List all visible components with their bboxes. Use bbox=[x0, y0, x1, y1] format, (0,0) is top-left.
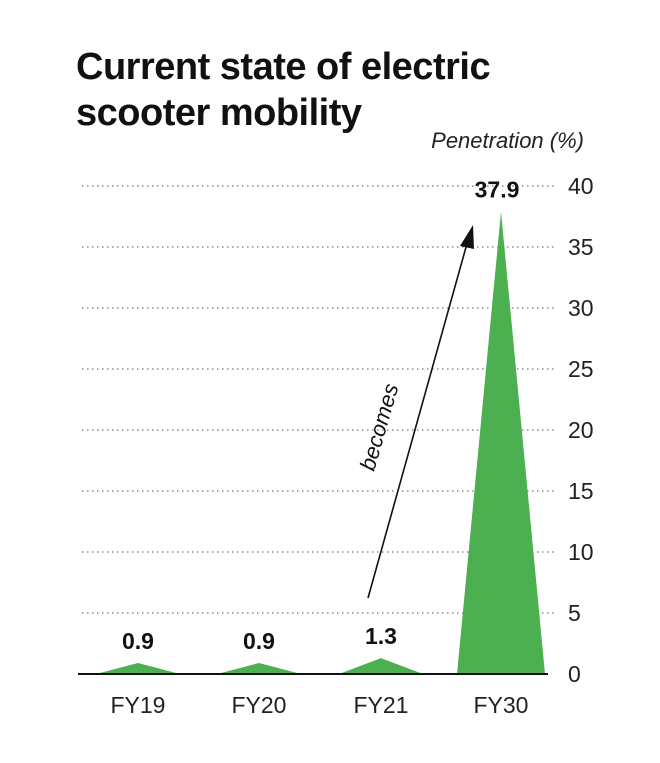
arrow-annotation: becomes bbox=[355, 381, 404, 474]
becomes-arrow: becomes bbox=[355, 225, 474, 599]
data-peak-fy19 bbox=[96, 663, 180, 674]
data-marks bbox=[96, 211, 545, 674]
x-axis-categories: FY19 FY20 FY21 FY30 bbox=[111, 692, 529, 718]
y-tick-label: 25 bbox=[568, 356, 594, 382]
y-axis-ticks: 0 5 10 15 20 25 30 35 40 bbox=[568, 173, 594, 687]
x-category-label: FY21 bbox=[354, 692, 409, 718]
x-category-label: FY30 bbox=[474, 692, 529, 718]
y-tick-label: 5 bbox=[568, 600, 581, 626]
chart-title: Current state of electric scooter mobili… bbox=[76, 44, 491, 136]
y-tick-label: 0 bbox=[568, 661, 581, 687]
data-peak-fy21 bbox=[339, 658, 423, 674]
x-category-label: FY20 bbox=[232, 692, 287, 718]
chart-title-line-1: Current state of electric bbox=[76, 46, 491, 88]
y-tick-label: 40 bbox=[568, 173, 594, 199]
value-label: 0.9 bbox=[122, 628, 154, 654]
y-tick-label: 20 bbox=[568, 417, 594, 443]
value-label: 37.9 bbox=[475, 177, 520, 203]
x-category-label: FY19 bbox=[111, 692, 166, 718]
y-tick-label: 35 bbox=[568, 234, 594, 260]
chart-title-line-2: scooter mobility bbox=[76, 92, 362, 134]
data-peak-fy30 bbox=[457, 211, 545, 674]
y-tick-label: 10 bbox=[568, 539, 594, 565]
y-axis-label: Penetration (%) bbox=[431, 128, 584, 153]
value-label: 1.3 bbox=[365, 623, 397, 649]
y-tick-label: 30 bbox=[568, 295, 594, 321]
data-peak-fy20 bbox=[217, 663, 301, 674]
arrowhead-icon bbox=[460, 225, 474, 249]
value-labels: 0.9 0.9 1.3 37.9 bbox=[122, 177, 519, 654]
y-tick-label: 15 bbox=[568, 478, 594, 504]
value-label: 0.9 bbox=[243, 628, 275, 654]
